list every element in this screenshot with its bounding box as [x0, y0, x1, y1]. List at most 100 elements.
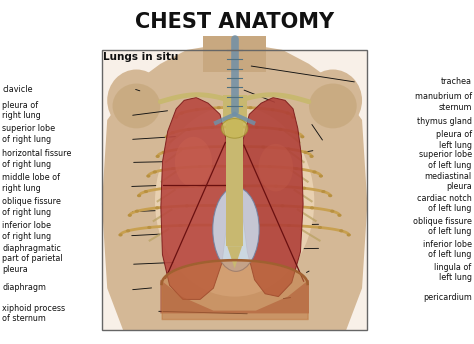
Text: inferior lobe
of right lung: inferior lobe of right lung [2, 222, 52, 241]
Circle shape [195, 108, 199, 111]
Ellipse shape [155, 106, 314, 297]
Ellipse shape [107, 69, 165, 131]
Text: CHEST ANATOMY: CHEST ANATOMY [135, 12, 334, 32]
Ellipse shape [304, 69, 362, 131]
Text: superior lobe
of right lung: superior lobe of right lung [2, 125, 55, 144]
Ellipse shape [213, 187, 259, 271]
Circle shape [321, 190, 326, 193]
Circle shape [242, 184, 246, 187]
Circle shape [153, 170, 157, 173]
Circle shape [287, 224, 291, 227]
Circle shape [171, 167, 175, 170]
Circle shape [300, 135, 304, 138]
Bar [203, 36, 266, 72]
Circle shape [135, 209, 139, 213]
Text: manubrium of
sternum: manubrium of sternum [414, 93, 472, 112]
Circle shape [233, 145, 237, 148]
Circle shape [213, 224, 218, 227]
Text: clavicle: clavicle [2, 85, 33, 94]
Circle shape [155, 206, 159, 209]
Text: horizontal fissure
of right lung: horizontal fissure of right lung [2, 149, 72, 169]
Circle shape [286, 148, 291, 150]
Circle shape [294, 131, 299, 134]
Circle shape [267, 165, 272, 168]
Circle shape [187, 128, 191, 131]
Text: inferior lobe
of left lung: inferior lobe of left lung [423, 240, 472, 259]
Circle shape [171, 131, 175, 134]
Text: diaphragmatic
part of parietal
pleura: diaphragmatic part of parietal pleura [2, 244, 63, 273]
Circle shape [137, 194, 141, 197]
Circle shape [310, 206, 314, 209]
Circle shape [278, 128, 283, 131]
Circle shape [174, 116, 178, 119]
Circle shape [303, 151, 308, 154]
Ellipse shape [258, 144, 293, 192]
Circle shape [310, 155, 314, 158]
Circle shape [147, 226, 152, 229]
Circle shape [228, 165, 232, 168]
Circle shape [165, 135, 169, 138]
Text: Lungs in situ: Lungs in situ [103, 52, 178, 62]
Text: pleura of
left lung: pleura of left lung [436, 130, 472, 150]
Circle shape [228, 126, 232, 129]
Circle shape [237, 165, 242, 168]
Circle shape [346, 233, 351, 236]
Text: oblique fissure
of right lung: oblique fissure of right lung [2, 197, 61, 217]
Text: cardiac notch
of left lung: cardiac notch of left lung [417, 194, 472, 213]
Circle shape [337, 214, 342, 217]
Circle shape [312, 170, 317, 173]
Circle shape [118, 233, 123, 236]
Circle shape [146, 174, 150, 178]
Circle shape [291, 116, 295, 119]
Bar [223, 95, 246, 123]
Circle shape [210, 126, 215, 129]
Circle shape [252, 224, 256, 227]
Circle shape [330, 209, 335, 213]
Ellipse shape [175, 137, 212, 187]
Circle shape [274, 185, 278, 188]
Circle shape [162, 151, 166, 154]
Circle shape [232, 145, 237, 148]
Circle shape [144, 190, 148, 193]
Text: middle lobe of
right lung: middle lobe of right lung [2, 173, 60, 193]
Text: mediastinal
pleura: mediastinal pleura [425, 172, 472, 191]
Circle shape [223, 184, 227, 187]
Circle shape [223, 106, 228, 109]
Text: oblique fissure
of left lung: oblique fissure of left lung [413, 217, 472, 236]
Circle shape [242, 106, 246, 109]
Ellipse shape [221, 119, 248, 138]
Circle shape [271, 108, 274, 111]
Circle shape [128, 214, 132, 217]
Text: diaphragm: diaphragm [2, 283, 46, 292]
Circle shape [302, 187, 306, 190]
Polygon shape [102, 44, 367, 330]
Text: superior lobe
of left lung: superior lobe of left lung [419, 150, 472, 170]
Circle shape [247, 204, 251, 207]
Circle shape [318, 226, 322, 229]
Text: thymus gland: thymus gland [417, 117, 472, 126]
Text: pericardium: pericardium [423, 293, 472, 302]
Text: lingula of
left lung: lingula of left lung [434, 263, 472, 282]
Circle shape [261, 146, 265, 149]
Text: trachea: trachea [441, 77, 472, 86]
Circle shape [163, 187, 167, 190]
Bar [102, 50, 367, 330]
Bar [102, 50, 367, 330]
Circle shape [126, 229, 130, 232]
Circle shape [280, 204, 284, 207]
Polygon shape [227, 246, 242, 269]
Circle shape [180, 111, 184, 115]
Circle shape [155, 155, 160, 158]
Circle shape [339, 229, 343, 232]
Circle shape [198, 165, 202, 168]
Circle shape [179, 148, 183, 150]
Circle shape [285, 111, 290, 115]
Polygon shape [242, 98, 303, 297]
Circle shape [218, 204, 222, 207]
Polygon shape [161, 98, 227, 299]
Circle shape [319, 174, 323, 178]
Ellipse shape [309, 84, 357, 128]
Circle shape [237, 126, 241, 129]
Circle shape [191, 185, 195, 188]
Circle shape [204, 146, 208, 149]
